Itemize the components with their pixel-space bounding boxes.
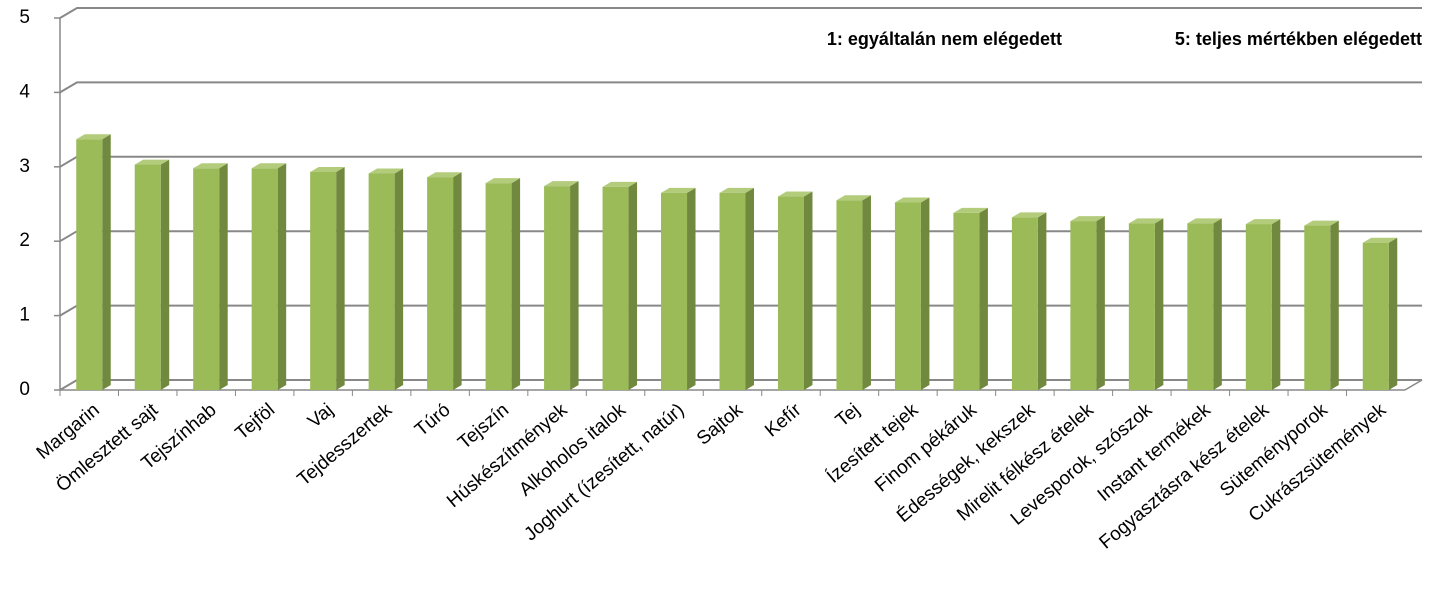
bar-side	[1271, 219, 1281, 390]
bar	[953, 212, 980, 390]
bar-side	[628, 181, 638, 390]
y-tick-label: 3	[19, 156, 30, 177]
bar-side	[803, 191, 813, 390]
bar-top	[1304, 220, 1339, 226]
bar-top	[310, 167, 345, 173]
bar-side	[570, 181, 579, 390]
bar-top	[193, 163, 228, 169]
bar	[602, 186, 629, 390]
bar-top	[427, 172, 462, 178]
x-tick-label: Tejföl	[232, 400, 279, 445]
bar-side	[160, 159, 170, 390]
bar-side	[102, 134, 111, 390]
bar-side	[1154, 218, 1164, 390]
bar-side	[1096, 216, 1105, 390]
x-tick-label: Finom pékáruk	[871, 399, 981, 496]
bar-side	[1388, 237, 1398, 390]
y-tick-label: 4	[19, 81, 30, 102]
bar	[1245, 224, 1272, 390]
annotation: 1: egyáltalán nem elégedett	[827, 29, 1062, 49]
x-tick-label: Túró	[411, 400, 454, 441]
bar-top	[894, 197, 930, 203]
bar-top	[777, 191, 813, 197]
bar-top	[251, 163, 287, 169]
bar-side	[687, 187, 696, 390]
bar	[836, 200, 863, 390]
bar-side	[453, 172, 462, 390]
bar-side	[277, 163, 287, 390]
bar-top	[1011, 212, 1047, 218]
bar-side	[336, 167, 345, 390]
bar	[427, 177, 454, 390]
x-tick-label: Sajtok	[693, 399, 747, 449]
x-tick-label: Vaj	[304, 400, 337, 433]
bar	[1070, 221, 1097, 390]
bar	[1187, 223, 1214, 390]
bar-top	[1070, 216, 1105, 222]
bar	[1128, 223, 1155, 390]
grid-line	[59, 7, 1422, 19]
bar-side	[1037, 212, 1047, 390]
bar	[251, 168, 278, 390]
bar-side	[219, 163, 228, 390]
bar-top	[1128, 218, 1164, 224]
bar	[368, 173, 395, 390]
bar-top	[134, 159, 170, 165]
y-tick-label: 0	[19, 379, 30, 400]
bar	[1304, 225, 1331, 390]
bar	[310, 172, 337, 390]
y-tick-label: 5	[19, 7, 30, 28]
bar	[485, 183, 512, 390]
bar	[894, 202, 921, 390]
bar	[76, 139, 103, 390]
bar-side	[1330, 220, 1339, 390]
grid-line	[59, 81, 1422, 94]
bar	[544, 186, 571, 390]
x-tick-label: Ömlesztett sajt	[52, 399, 162, 496]
bar	[661, 192, 688, 390]
bar	[193, 168, 220, 390]
bar-top	[368, 168, 404, 174]
y-tick-label: 2	[19, 230, 30, 251]
floor-edge	[1404, 379, 1423, 391]
bar-top	[1187, 218, 1222, 224]
bar-top	[661, 187, 696, 193]
bar-side	[511, 178, 521, 390]
bar-side	[979, 207, 988, 390]
annotation: 5: teljes mértékben elégedett	[1175, 29, 1422, 49]
bar	[777, 196, 804, 390]
bar-top	[836, 195, 871, 201]
bar-side	[862, 195, 871, 390]
bar-top	[1362, 237, 1398, 243]
bar-top	[1245, 219, 1281, 225]
x-tick-label: Kefír	[761, 399, 806, 441]
x-tick-label: Tej	[832, 400, 864, 432]
bar-top	[719, 187, 754, 193]
bar-side	[394, 168, 404, 390]
bar-top	[953, 207, 988, 213]
bar-top	[76, 134, 111, 140]
bar-top	[602, 181, 638, 187]
bar-top	[485, 178, 521, 184]
y-tick-label: 1	[19, 305, 30, 326]
bar	[719, 192, 746, 390]
bar-side	[920, 197, 930, 390]
bar-top	[544, 181, 579, 187]
bar-side	[1213, 218, 1222, 390]
bar	[134, 164, 161, 390]
bar-side	[745, 187, 754, 390]
bar	[1011, 217, 1038, 390]
bar	[1362, 242, 1389, 390]
